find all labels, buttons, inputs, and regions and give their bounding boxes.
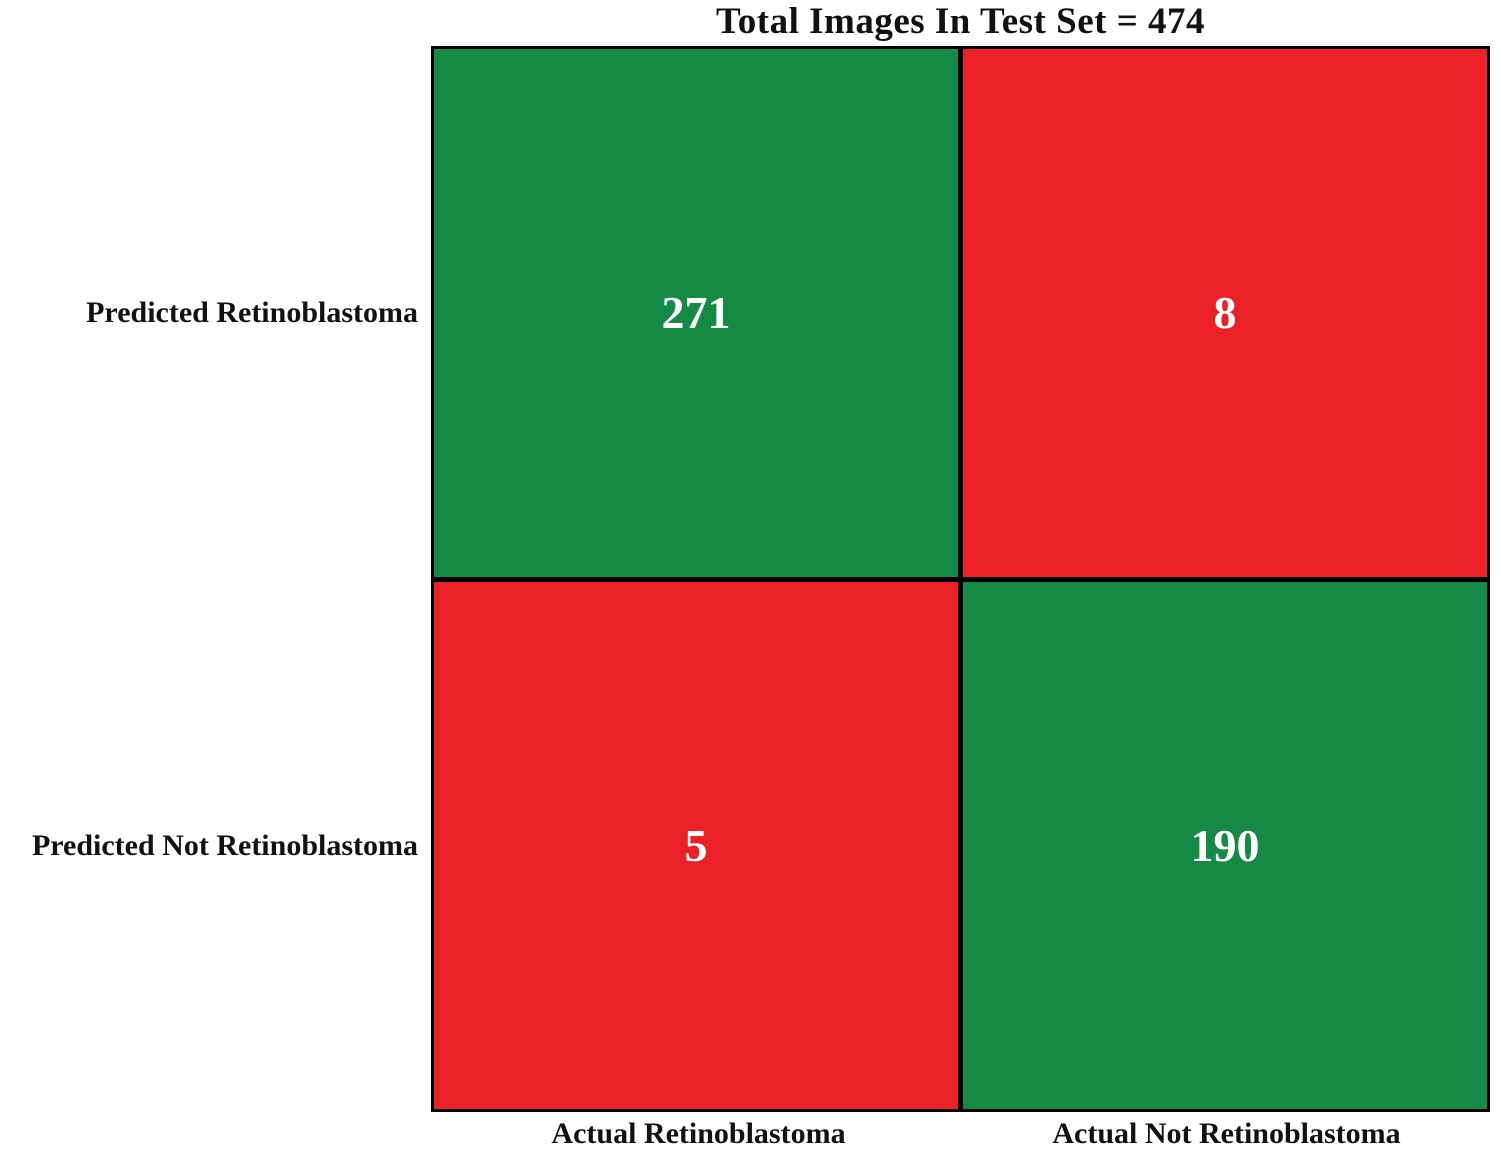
- row-label-predicted-retinoblastoma: Predicted Retinoblastoma: [86, 296, 418, 329]
- cell-false-negative: 5: [434, 581, 958, 1109]
- cell-true-negative: 190: [963, 581, 1487, 1109]
- col-label-actual-retinoblastoma: Actual Retinoblastoma: [551, 1117, 846, 1150]
- confusion-matrix: 271 8 5 190: [431, 46, 1490, 1112]
- row-label-predicted-not-retinoblastoma: Predicted Not Retinoblastoma: [31, 829, 418, 862]
- chart-title: Total Images In Test Set = 474: [715, 1, 1206, 42]
- cell-false-positive: 8: [963, 49, 1487, 577]
- cell-true-positive: 271: [434, 49, 958, 577]
- col-label-actual-not-retinoblastoma: Actual Not Retinoblastoma: [1052, 1117, 1401, 1150]
